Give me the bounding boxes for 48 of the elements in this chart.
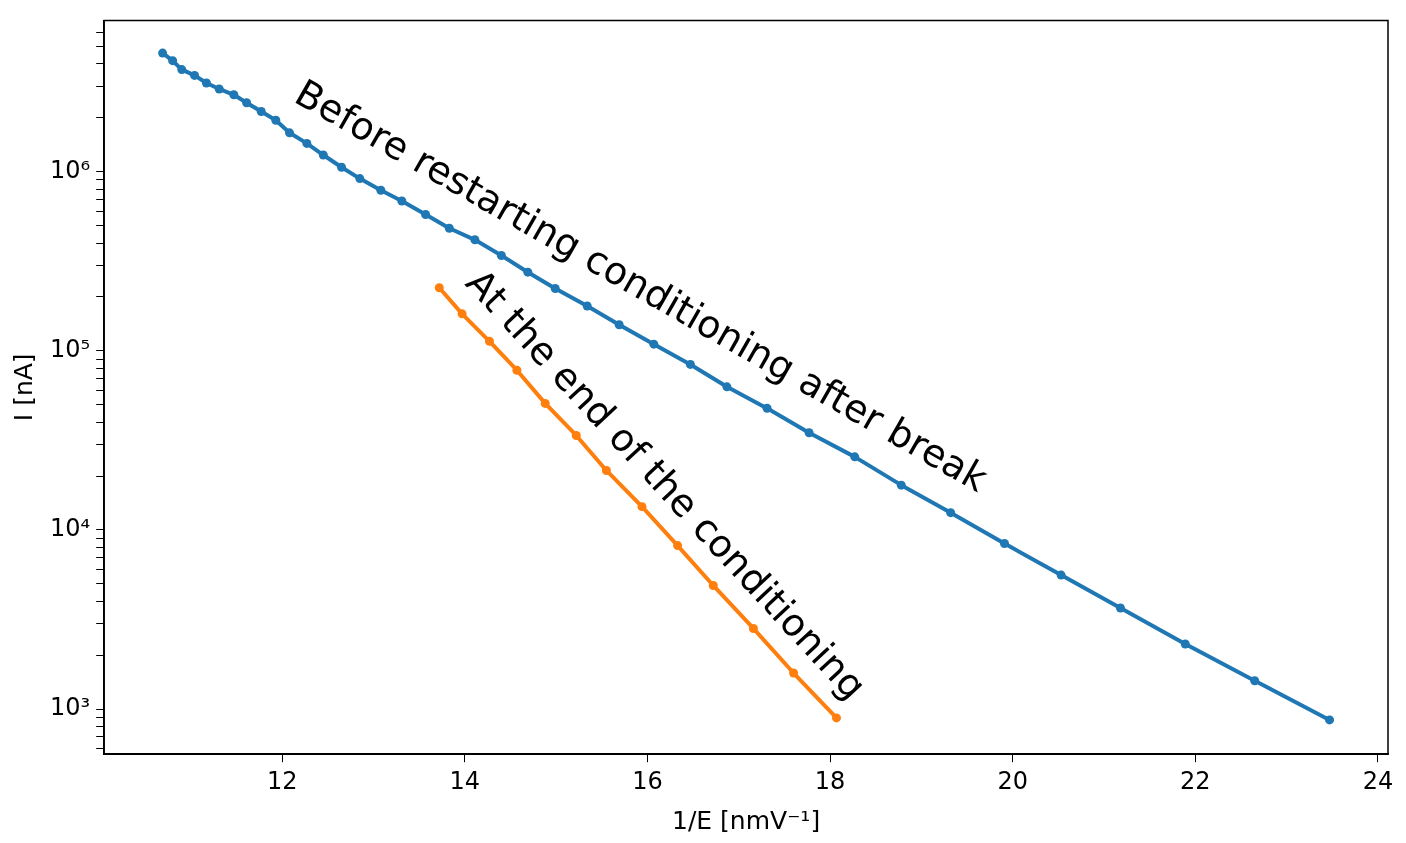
point	[762, 403, 772, 413]
point	[512, 365, 522, 375]
point	[337, 162, 347, 172]
point	[256, 107, 266, 116]
x-tick-label: 24	[1362, 766, 1394, 795]
x-tick-label: 22	[1180, 766, 1211, 795]
y-tick-label: 10⁴	[49, 514, 91, 543]
x-tick-label: 20	[997, 766, 1028, 795]
x-tick-label: 18	[814, 766, 846, 795]
point	[550, 283, 560, 293]
y-axis-title: I [nA]	[8, 353, 38, 422]
point	[571, 430, 581, 440]
x-tick-label: 12	[266, 766, 298, 795]
point	[229, 90, 239, 100]
point	[485, 336, 494, 346]
point	[177, 65, 187, 75]
x-axis-title: 1/E [nmV⁻¹]	[672, 805, 821, 835]
point	[673, 541, 683, 551]
point	[1115, 603, 1125, 613]
point	[1180, 639, 1190, 649]
point	[999, 539, 1009, 549]
point	[376, 185, 386, 195]
point	[804, 428, 814, 438]
point	[190, 70, 200, 80]
point	[850, 452, 860, 462]
point	[1056, 570, 1066, 580]
y-tick-label: 10⁵	[49, 335, 91, 364]
point	[1250, 676, 1260, 686]
point	[540, 398, 550, 408]
x-tick-label: 14	[449, 766, 481, 795]
point	[214, 84, 224, 94]
point	[201, 78, 211, 88]
point	[601, 465, 611, 475]
point	[355, 174, 365, 184]
point	[831, 713, 841, 723]
x-tick-label: 16	[632, 766, 663, 795]
y-tick-label: 10³	[49, 693, 91, 722]
point	[158, 48, 168, 58]
point	[168, 56, 178, 66]
y-tick-label: 10⁶	[49, 156, 91, 184]
point	[1325, 715, 1335, 725]
point	[242, 98, 252, 108]
point	[397, 196, 407, 206]
point	[946, 508, 956, 518]
point	[285, 128, 295, 138]
point	[271, 115, 281, 125]
point	[523, 267, 533, 277]
point	[434, 283, 444, 293]
